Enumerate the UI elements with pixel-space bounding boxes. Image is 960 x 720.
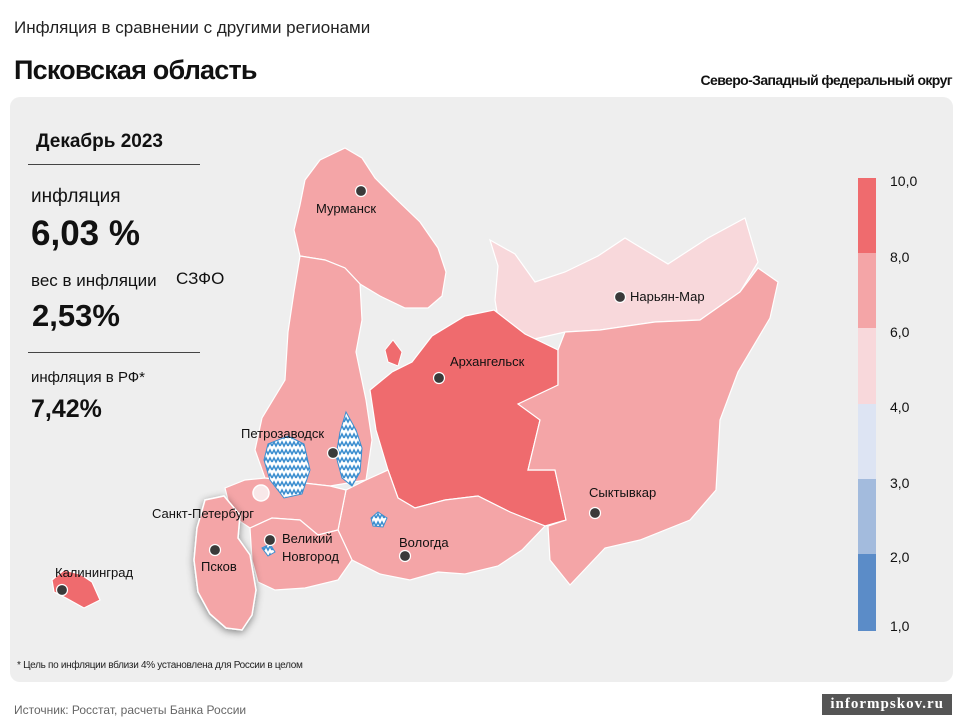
city-label-arkhangelsk: Архангельск [450,354,525,369]
legend-tick-4: 4,0 [890,399,910,415]
legend-band-6 [858,554,876,631]
city-label-murmansk: Мурманск [316,201,376,216]
city-label-novgorod-line2: Новгород [282,549,339,564]
lake-ladoga [263,435,311,499]
city-label-syktyvkar: Сыктывкар [589,485,656,500]
city-marker-syktyvkar [588,506,602,520]
city-marker-petrozavodsk [326,446,340,460]
legend-band-5 [858,479,876,554]
inflation-value: 6,03 % [31,214,140,253]
city-marker-vologda [398,549,412,563]
rf-inflation-label: инфляция в РФ* [31,369,146,386]
region-vologda [337,469,547,581]
city-label-kaliningrad: Калининград [55,565,133,580]
inflation-label: инфляция [31,186,121,207]
city-marker-novgorod [263,533,277,547]
footnote: * Цель по инфляции вблизи 4% установлена… [17,660,303,671]
weight-region-label: СЗФО [176,269,225,288]
lake-beloye [370,511,388,528]
color-legend: 10,0 8,0 6,0 4,0 3,0 2,0 1,0 [858,173,917,634]
region-novgorod [249,517,353,591]
legend-tick-2: 2,0 [890,549,910,565]
legend-band-3 [858,328,876,404]
city-marker-arkhangelsk [432,371,446,385]
city-label-naryan-mar: Нарьян-Мар [630,289,705,304]
region-komi [516,267,779,586]
legend-tick-3: 3,0 [890,475,910,491]
city-label-pskov: Псков [201,559,237,574]
legend-tick-6: 6,0 [890,324,910,340]
period-label: Декабрь 2023 [36,131,163,152]
weight-value: 2,53% [32,298,120,333]
legend-tick-1: 1,0 [890,618,910,634]
city-label-vologda: Вологда [399,535,449,550]
page-title: Псковская область [14,55,258,85]
city-marker-kaliningrad [55,583,69,597]
city-label-petrozavodsk: Петрозаводск [241,426,324,441]
legend-band-4 [858,404,876,479]
legend-band-2 [858,253,876,328]
legend-tick-8: 8,0 [890,249,910,265]
weight-label: вес в инфляции [31,271,157,290]
legend-band-1 [858,178,876,253]
city-marker-murmansk [354,184,368,198]
watermark: informpskov.ru [822,694,952,715]
source-note: Источник: Росстат, расчеты Банка России [14,703,247,717]
city-marker-spb [252,484,270,502]
city-marker-naryan-mar [613,290,627,304]
city-label-novgorod-line1: Великий [282,531,333,546]
region-pskov [193,495,257,631]
city-marker-pskov [208,543,222,557]
divider [28,164,200,165]
district-label: Северо-Западный федеральный округ [700,72,953,88]
divider [28,352,200,353]
lake-onega [335,410,363,487]
region-arkhangelsk-island [384,339,403,367]
city-label-spb: Санкт-Петербург [152,506,254,521]
legend-tick-10: 10,0 [890,173,917,189]
rf-inflation-value: 7,42% [31,395,102,423]
chart-supertitle: Инфляция в сравнении с другими регионами [14,18,371,37]
